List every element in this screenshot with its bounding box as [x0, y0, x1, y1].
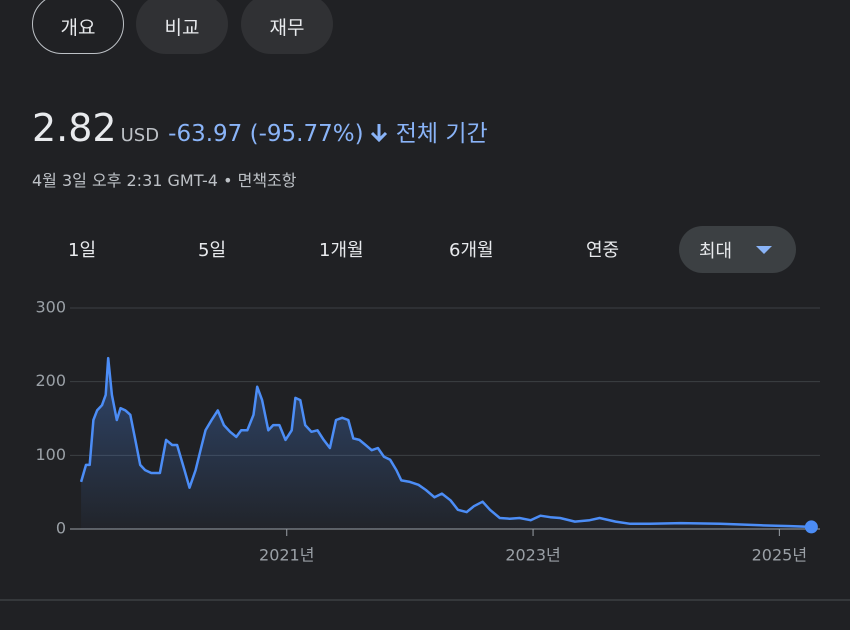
- range-option[interactable]: 6개월: [449, 240, 494, 261]
- tab[interactable]: 개요: [32, 0, 124, 54]
- disclaimer[interactable]: 면책조항: [237, 171, 297, 190]
- y-tick-label: 100: [35, 445, 66, 464]
- period: 전체 기간: [395, 121, 488, 147]
- last-point: [804, 520, 818, 534]
- range-option[interactable]: 1개월: [319, 240, 364, 261]
- tab[interactable]: 재무: [241, 0, 333, 54]
- down-arrow: [370, 124, 387, 143]
- quote: 2.82 USD -63.97 (-95.77%) 전체 기간: [32, 106, 488, 150]
- range-dropdown[interactable]: 최대: [679, 226, 796, 273]
- currency: USD: [120, 125, 160, 146]
- x-tick-label: 2023년: [505, 546, 560, 565]
- y-tick-label: 300: [35, 298, 66, 317]
- range-option[interactable]: 1일: [68, 240, 97, 261]
- tab[interactable]: 비교: [136, 0, 228, 54]
- range-option[interactable]: 5일: [198, 240, 227, 261]
- x-tick-label: 2021년: [259, 546, 314, 565]
- timestamp-row: 4월 3일 오후 2:31 GMT-4 • 면책조항: [32, 171, 297, 190]
- timestamp: 4월 3일 오후 2:31 GMT-4: [32, 171, 218, 190]
- range-option[interactable]: 연중: [586, 240, 620, 261]
- x-tick-label: 2025년: [752, 546, 807, 565]
- y-tick-label: 200: [35, 371, 66, 390]
- price: 2.82: [32, 106, 117, 150]
- dropdown-caret: [756, 245, 773, 254]
- price-line: [79, 356, 812, 529]
- area: [81, 358, 812, 529]
- y-tick-label: 0: [56, 519, 66, 538]
- change: -63.97 (-95.77%): [168, 121, 364, 147]
- range-option: 최대: [699, 240, 733, 262]
